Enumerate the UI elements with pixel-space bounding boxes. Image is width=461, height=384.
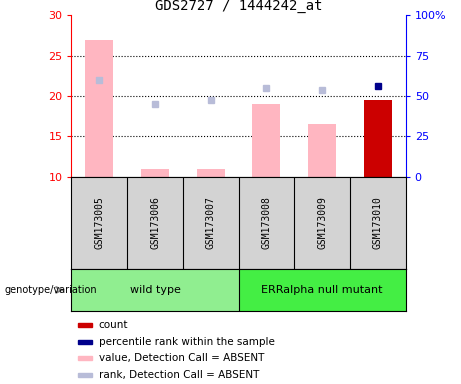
Text: genotype/variation: genotype/variation <box>5 285 97 295</box>
Title: GDS2727 / 1444242_at: GDS2727 / 1444242_at <box>155 0 322 13</box>
Bar <box>78 356 92 361</box>
Text: percentile rank within the sample: percentile rank within the sample <box>99 337 275 347</box>
Text: ERRalpha null mutant: ERRalpha null mutant <box>261 285 383 295</box>
Bar <box>238 269 406 311</box>
Text: count: count <box>99 320 128 330</box>
Bar <box>253 104 280 177</box>
Bar <box>78 340 92 344</box>
Text: rank, Detection Call = ABSENT: rank, Detection Call = ABSENT <box>99 370 259 380</box>
Text: wild type: wild type <box>130 285 180 295</box>
Text: GSM173008: GSM173008 <box>261 196 272 249</box>
Bar <box>141 169 169 177</box>
Text: value, Detection Call = ABSENT: value, Detection Call = ABSENT <box>99 353 264 363</box>
Text: GSM173010: GSM173010 <box>373 196 383 249</box>
Bar <box>308 124 336 177</box>
Text: GSM173005: GSM173005 <box>95 196 104 249</box>
Text: GSM173009: GSM173009 <box>317 196 327 249</box>
Bar <box>364 100 392 177</box>
Bar <box>197 169 225 177</box>
Bar <box>85 40 113 177</box>
Bar <box>78 373 92 377</box>
Text: GSM173007: GSM173007 <box>206 196 216 249</box>
Bar <box>78 323 92 327</box>
Text: GSM173006: GSM173006 <box>150 196 160 249</box>
